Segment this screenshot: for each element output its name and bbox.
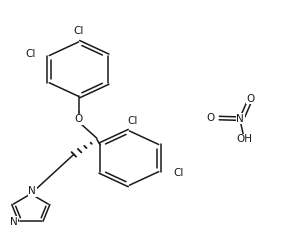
Text: N: N [236, 114, 244, 124]
Text: Cl: Cl [73, 26, 84, 36]
Text: O: O [246, 94, 254, 104]
Text: N: N [10, 217, 18, 227]
Text: Cl: Cl [25, 49, 35, 59]
Text: O: O [206, 113, 215, 123]
Text: O: O [75, 114, 83, 124]
Text: Cl: Cl [173, 168, 184, 178]
Text: N: N [28, 186, 36, 196]
Text: OH: OH [237, 134, 253, 144]
Text: Cl: Cl [127, 116, 138, 126]
